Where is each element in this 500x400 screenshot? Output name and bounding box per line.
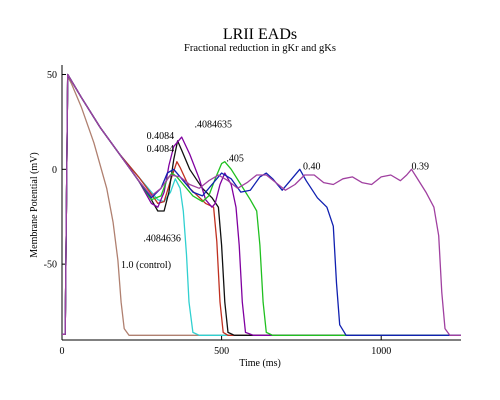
series-annotation: .405 [226, 154, 244, 165]
series-line-6 [62, 73, 461, 336]
chart-title: LRII EADs [223, 26, 297, 43]
y-tick-label: 50 [47, 70, 57, 81]
series-annotation: .4084635 [194, 120, 232, 131]
series-layer [62, 73, 461, 336]
x-tick-label: 1000 [371, 346, 391, 357]
y-tick-label: 0 [52, 165, 57, 176]
y-tick-label: -50 [44, 260, 57, 271]
y-axis-label: Membrane Potential (mV) [29, 152, 40, 258]
series-line-7 [62, 73, 461, 336]
x-axis-label: Time (ms) [239, 358, 281, 369]
x-tick-label: 0 [60, 346, 65, 357]
series-annotation: 0.39 [412, 161, 430, 172]
series-line-0 [62, 75, 461, 336]
series-annotation: 0.4084 [147, 131, 175, 142]
series-annotation: .4084636 [143, 233, 181, 244]
annotation-layer: 0.4084 0.4084 .4084635 .405 0.40 0.39 .4084636… [121, 120, 429, 271]
series-annotation: 0.4084 [147, 144, 175, 155]
series-line-5 [62, 73, 461, 336]
series-line-1 [62, 73, 461, 336]
series-annotation: 0.40 [303, 161, 321, 172]
series-line-2 [62, 73, 461, 336]
chart-subtitle: Fractional reduction in gKr and gKs [184, 43, 336, 54]
x-tick-label: 500 [214, 346, 229, 357]
series-line-3 [62, 73, 461, 336]
series-line-4 [62, 73, 461, 336]
series-annotation: 1.0 (control) [121, 260, 171, 271]
